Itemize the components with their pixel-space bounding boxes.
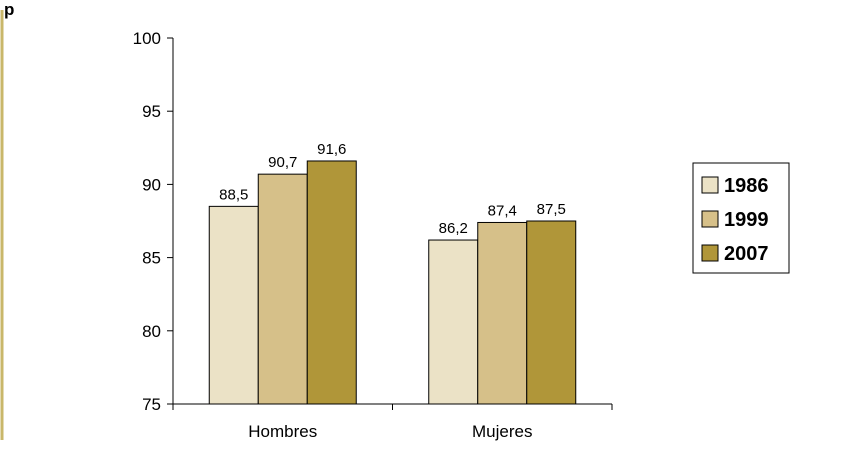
x-category-label: Mujeres xyxy=(472,422,532,441)
data-label: 91,6 xyxy=(317,141,346,158)
y-tick-label: 90 xyxy=(142,175,161,194)
y-tick-label: 85 xyxy=(142,249,161,268)
chart-legend: 1986 1999 2007 xyxy=(692,162,790,274)
legend-swatch xyxy=(701,244,719,262)
data-label: 87,4 xyxy=(488,202,517,219)
bar-1986-mujeres xyxy=(428,239,479,405)
data-label: 90,7 xyxy=(268,154,297,171)
bar-1999-hombres xyxy=(257,173,308,405)
legend-label: 2007 xyxy=(724,243,769,265)
legend-label: 1986 xyxy=(724,175,769,197)
data-label: 87,5 xyxy=(537,201,566,218)
plot-area: 75 80 85 90 95 100 88,5 90,7 91,6 Hombres 86,2 87,4… xyxy=(133,29,613,441)
y-tick-label: 95 xyxy=(142,102,161,121)
bar-1999-mujeres xyxy=(477,221,528,405)
y-tick-label: 100 xyxy=(133,29,161,48)
legend-swatch xyxy=(701,210,719,228)
data-label: 88,5 xyxy=(219,186,248,203)
bar-2007-hombres xyxy=(306,160,357,405)
data-label: 86,2 xyxy=(439,220,468,237)
y-tick-label: 75 xyxy=(142,395,161,414)
bar-2007-mujeres xyxy=(526,220,577,405)
y-tick-label: 80 xyxy=(142,322,161,341)
bar-1986-hombres xyxy=(208,205,259,405)
legend-swatch xyxy=(701,176,719,194)
chart-title-fragment: p xyxy=(4,0,14,19)
x-category-label: Hombres xyxy=(248,422,317,441)
legend-label: 1999 xyxy=(724,209,769,231)
